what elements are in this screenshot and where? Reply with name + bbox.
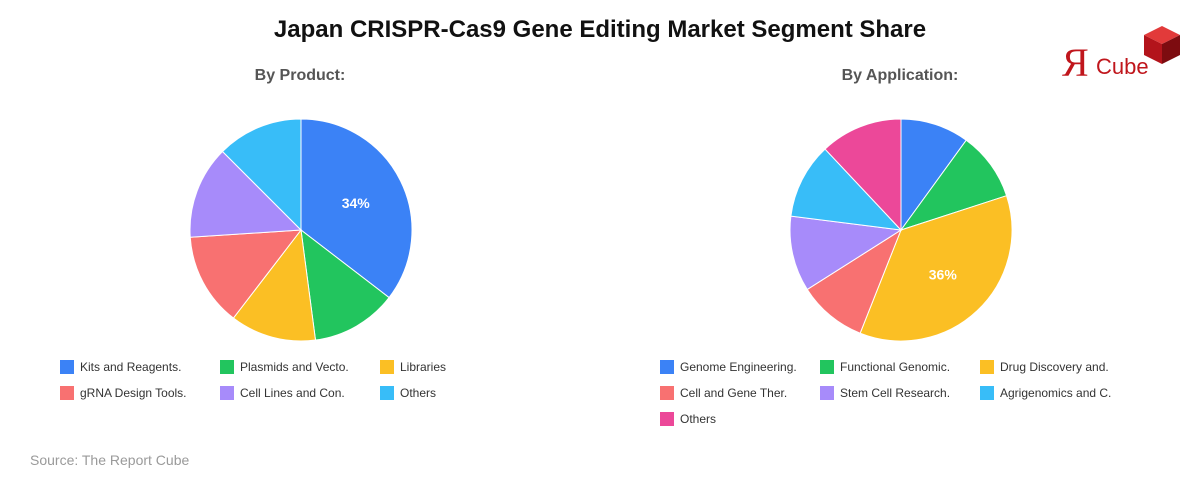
product-legend-swatch [60, 360, 74, 374]
application-legend: Genome Engineering. Functional Genomic. Dr… [660, 360, 1200, 440]
product-legend-label: gRNA Design Tools. [80, 386, 187, 400]
product-legend-label: Libraries [400, 360, 447, 374]
product-data-label: 34% [342, 195, 371, 211]
chart-title: Japan CRISPR-Cas9 Gene Editing Market Se… [273, 16, 927, 43]
product-legend-swatch [60, 386, 74, 400]
application-legend-item: Genome Engineering. [660, 360, 797, 374]
application-chart-subtitle: By Application: [841, 67, 959, 84]
application-legend-swatch [980, 360, 994, 374]
application-legend-label: Others [680, 412, 717, 426]
product-slice-grna-design-tools [189, 229, 303, 319]
application-legend-item: Cell and Gene Ther. [660, 386, 787, 400]
product-legend-item: Others [380, 386, 436, 400]
application-data-label: 36% [929, 267, 958, 283]
product-legend: Kits and Reagents. Plasmids and Vecto. Lib… [60, 360, 640, 440]
application-legend-label: Functional Genomic. [840, 360, 951, 374]
product-legend-item: Cell Lines and Con. [220, 386, 345, 400]
application-pie-chart: 36% [789, 118, 1013, 342]
product-legend-item: Libraries [380, 360, 446, 374]
source-note: Source: The Report Cube [30, 452, 190, 468]
application-legend-label: Genome Engineering. [680, 360, 797, 374]
product-pie-chart: 34% [189, 118, 413, 342]
product-legend-swatch [380, 386, 394, 400]
product-slice-others [221, 118, 302, 232]
application-slice-drug-discovery-and [859, 195, 1013, 342]
application-legend-label: Agrigenomics and C. [1000, 386, 1112, 400]
application-legend-swatch [980, 386, 994, 400]
application-legend-label: Cell and Gene Ther. [680, 386, 788, 400]
product-legend-swatch [220, 386, 234, 400]
product-chart-subtitle: By Product: [254, 67, 346, 84]
application-legend-label: Drug Discovery and. [1000, 360, 1109, 374]
application-legend-swatch [660, 360, 674, 374]
svg-text:Я: Я [1062, 40, 1089, 84]
product-slice-kits-and-reagents [300, 118, 413, 299]
product-slice-plasmids-and-vecto [300, 228, 390, 341]
application-legend-swatch [820, 360, 834, 374]
product-legend-label: Kits and Reagents. [80, 360, 182, 374]
product-slice-libraries [232, 228, 317, 342]
product-legend-item: Kits and Reagents. [60, 360, 181, 374]
application-legend-item: Agrigenomics and C. [980, 386, 1111, 400]
application-legend-swatch [660, 412, 674, 426]
application-slice-others [824, 118, 902, 232]
application-legend-item: Stem Cell Research. [820, 386, 950, 400]
product-slice-cell-lines-and-con [189, 150, 303, 238]
product-legend-label: Cell Lines and Con. [240, 386, 345, 400]
product-legend-label: Plasmids and Vecto. [240, 360, 349, 374]
application-legend-swatch [820, 386, 834, 400]
product-legend-item: Plasmids and Vecto. [220, 360, 349, 374]
product-legend-item: gRNA Design Tools. [60, 386, 187, 400]
product-legend-swatch [220, 360, 234, 374]
application-legend-label: Stem Cell Research. [840, 386, 951, 400]
application-slice-stem-cell-research [789, 215, 903, 291]
application-legend-item: Drug Discovery and. [980, 360, 1109, 374]
application-legend-item: Functional Genomic. [820, 360, 950, 374]
application-slice-agrigenomics-and-c [790, 148, 903, 231]
report-cube-logo: Я Cube [1062, 26, 1180, 84]
svg-text:Cube: Cube [1096, 54, 1149, 79]
application-legend-swatch [660, 386, 674, 400]
product-legend-swatch [380, 360, 394, 374]
product-legend-label: Others [400, 386, 437, 400]
application-legend-item: Others [660, 412, 716, 426]
